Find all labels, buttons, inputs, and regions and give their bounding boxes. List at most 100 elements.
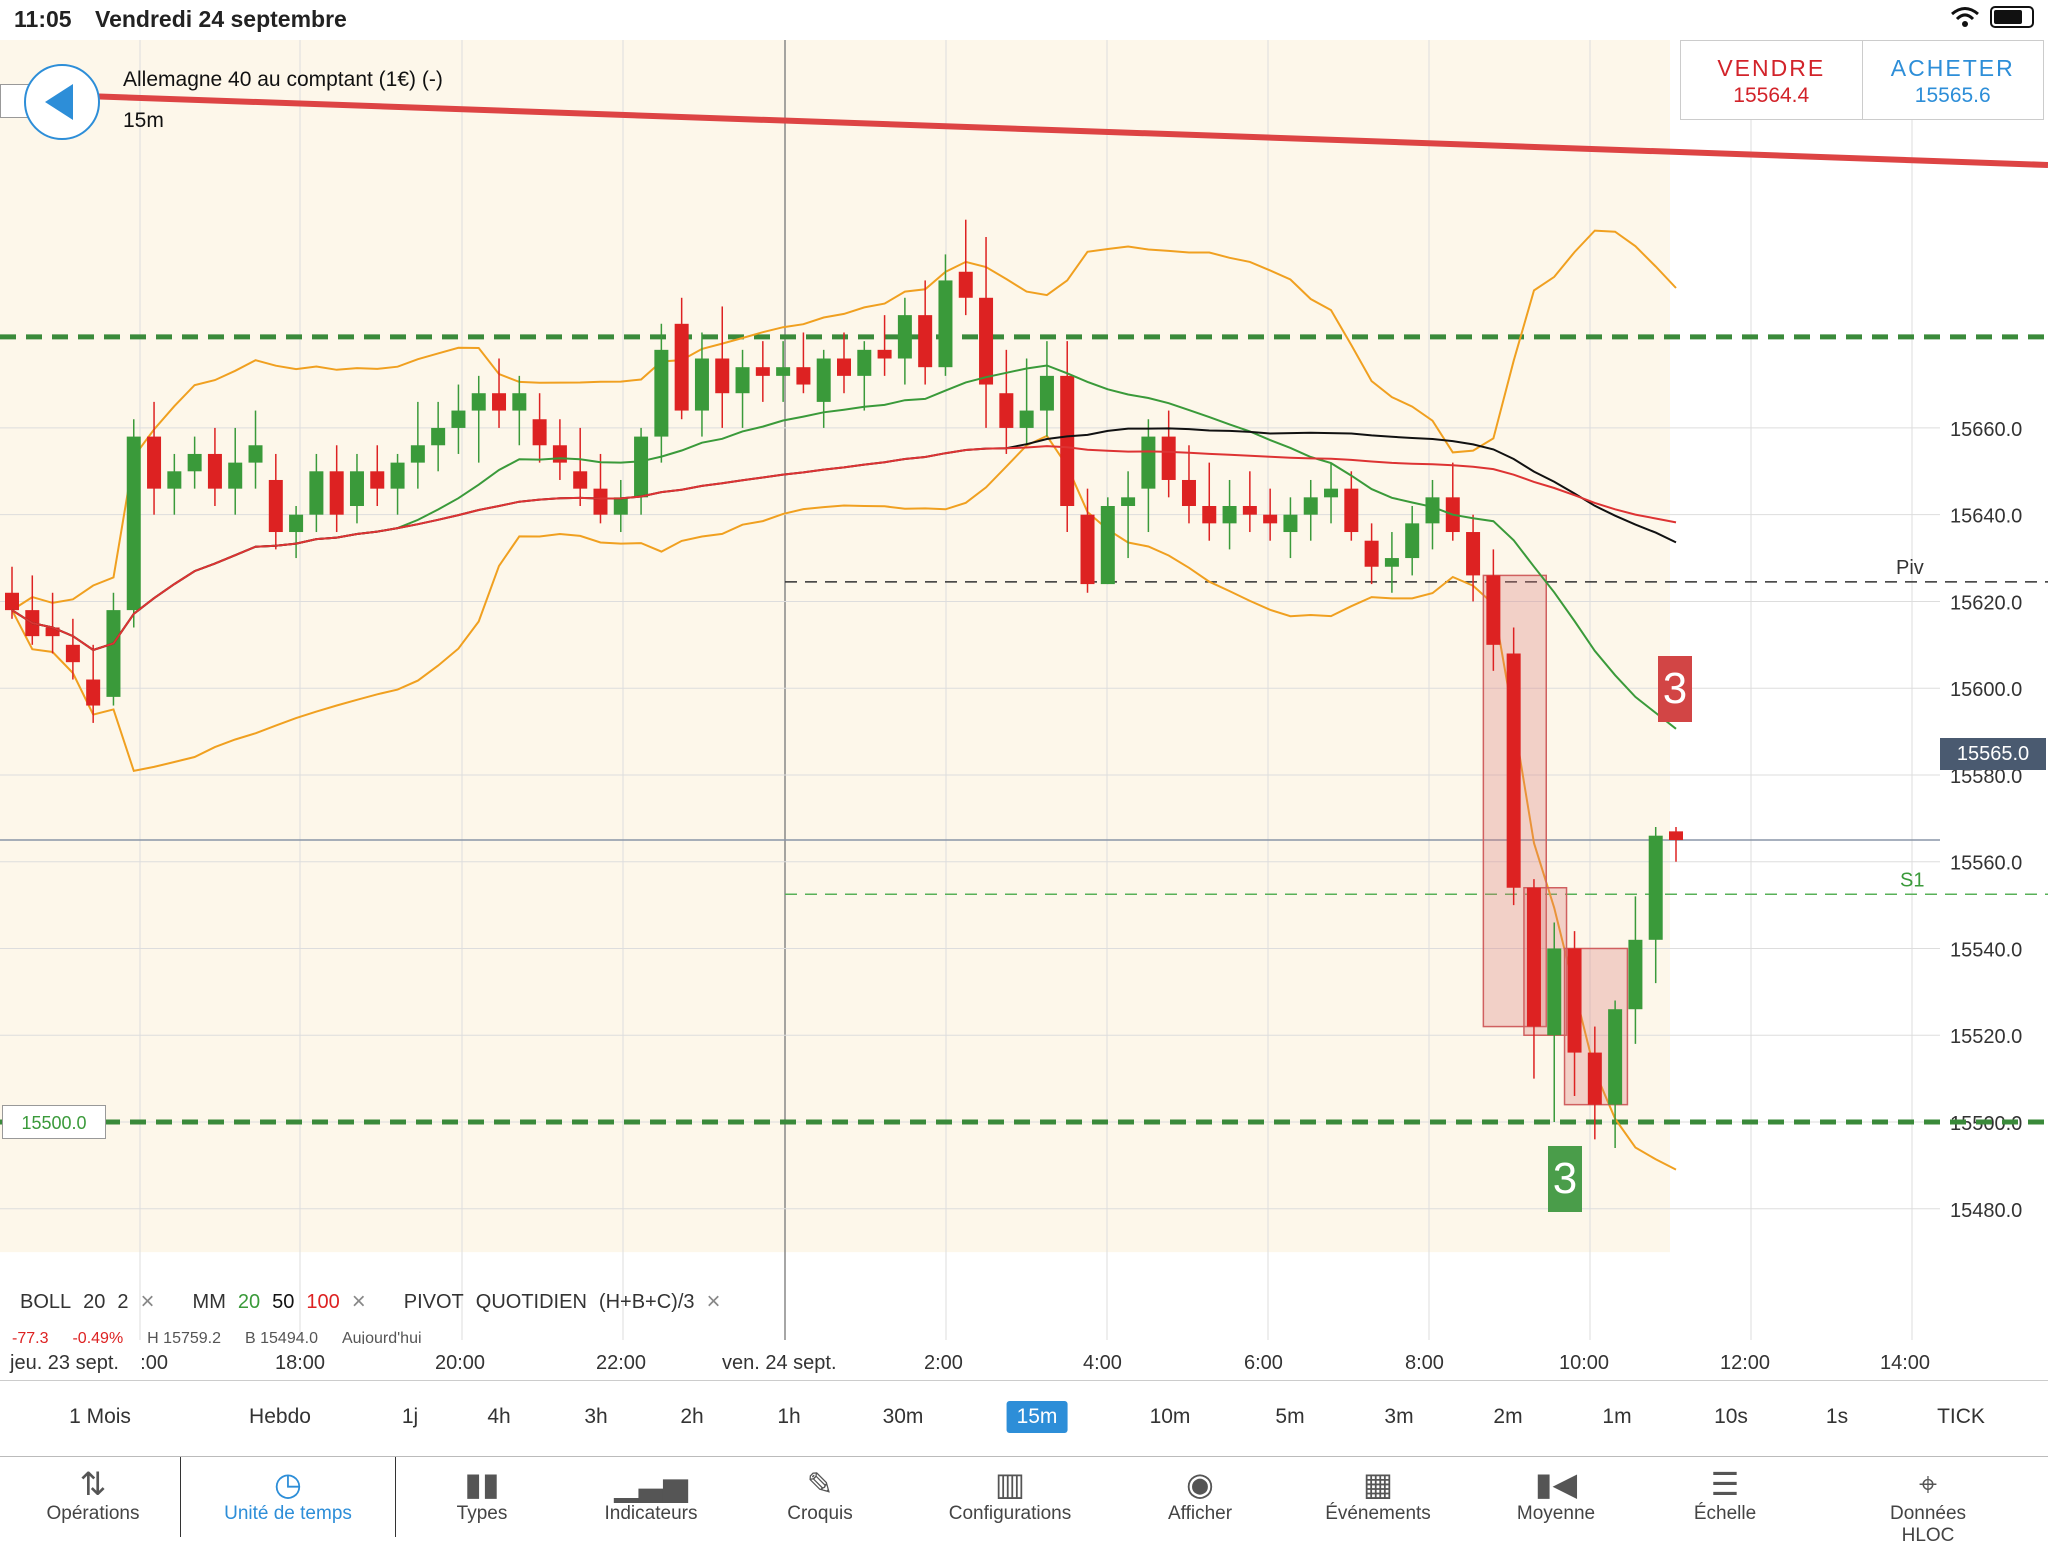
candle-body — [187, 453, 202, 472]
instrument-name: Allemagne 40 au comptant (1€) (-) — [123, 68, 443, 91]
candle-body — [755, 367, 770, 376]
candle-body — [1324, 488, 1339, 498]
x-tick: 4:00 — [1083, 1352, 1122, 1374]
nav-label: Croquis — [787, 1503, 853, 1524]
calendar-icon: ▦ — [1362, 1466, 1394, 1502]
candle-body — [390, 462, 405, 489]
candle-body — [512, 393, 527, 411]
candle-body — [1364, 540, 1379, 567]
tf-2h[interactable]: 2h — [680, 1405, 704, 1428]
tf-1-mois[interactable]: 1 Mois — [69, 1405, 131, 1428]
candle-body — [938, 280, 953, 368]
candle-body — [634, 436, 649, 498]
nav-timeframe[interactable]: ◷ Unité de temps — [224, 1457, 352, 1537]
stats-low: B 15494.0 — [245, 1330, 318, 1344]
tf-4h[interactable]: 4h — [487, 1405, 511, 1428]
candle-body — [1425, 497, 1440, 524]
tf-hebdo[interactable]: Hebdo — [249, 1405, 311, 1428]
nav-display[interactable]: ◉ Afficher — [1168, 1457, 1232, 1537]
candle-body — [1506, 653, 1521, 888]
price-chart[interactable]: 15480.0 15500.0 15520.0 15540.0 15560.0 15580… — [0, 40, 2048, 1380]
tf-tick[interactable]: TICK — [1937, 1405, 1985, 1428]
bottom-nav: ⇅ Opérations ◷ Unité de temps ▮▮ Types ▁… — [0, 1456, 2048, 1546]
candle-body — [268, 479, 283, 533]
nav-average[interactable]: ▮◀ Moyenne — [1517, 1457, 1595, 1537]
x-day-label-2: ven. 24 sept. — [722, 1352, 837, 1374]
candle-body — [370, 471, 385, 489]
nav-sketch[interactable]: ✎ Croquis — [787, 1457, 852, 1537]
candle-body — [1202, 506, 1217, 524]
pivot-param2: (H+B+C)/3 — [598, 1290, 695, 1313]
indicator-legend: BOLL 20 2 × MM 20 50 100 × PIVOT QUOTIDI… — [20, 1288, 759, 1316]
tf-10s[interactable]: 10s — [1714, 1405, 1748, 1428]
boll-label[interactable]: BOLL — [20, 1290, 72, 1313]
back-button[interactable] — [24, 64, 100, 140]
candle-body — [593, 488, 608, 515]
y-tick-label: 15660.0 — [1950, 419, 2022, 441]
candle-body — [1344, 488, 1359, 533]
tf-3m[interactable]: 3m — [1384, 1405, 1414, 1428]
alert-level-tag[interactable]: 15500.0 — [2, 1105, 106, 1139]
x-axis: jeu. 23 sept. ven. 24 sept. 16:00 18:00 … — [0, 1352, 2048, 1378]
candle-body — [126, 436, 141, 611]
instrument-timeframe: 15m — [123, 109, 164, 132]
y-tick-label: 15580.0 — [1950, 766, 2022, 788]
chart-canvas[interactable]: 15480.0 15500.0 15520.0 15540.0 15560.0 15580… — [0, 40, 2048, 1380]
remove-boll-icon[interactable]: × — [140, 1288, 155, 1315]
candle-body — [1263, 514, 1278, 524]
candle-body — [552, 445, 567, 463]
wifi-icon — [1951, 7, 1979, 27]
remove-mm-icon[interactable]: × — [351, 1288, 366, 1315]
pivot-param1: QUOTIDIEN — [475, 1290, 587, 1313]
tf-1s[interactable]: 1s — [1825, 1405, 1849, 1428]
candle-body — [431, 427, 446, 446]
tf-2m[interactable]: 2m — [1493, 1405, 1523, 1428]
candle-body — [918, 315, 933, 368]
x-day-label-1: jeu. 23 sept. — [10, 1352, 119, 1374]
tf-10m[interactable]: 10m — [1149, 1405, 1191, 1428]
back-arrow-icon — [45, 84, 73, 120]
candle-body — [776, 367, 791, 376]
layout-icon: ▥ — [994, 1466, 1026, 1502]
candle-body — [1181, 479, 1196, 507]
y-tick-label: 15560.0 — [1950, 853, 2022, 875]
candle-body — [694, 358, 709, 411]
candle-body — [1242, 506, 1257, 515]
status-bar: 11:05 Vendredi 24 septembre — [0, 0, 2048, 40]
candle-body — [228, 462, 243, 489]
tf-15m[interactable]: 15m — [1006, 1401, 1068, 1433]
scale-icon: ☰ — [1710, 1466, 1740, 1502]
mm-label[interactable]: MM — [192, 1290, 226, 1313]
tf-3h[interactable]: 3h — [584, 1405, 608, 1428]
candle-body — [1080, 514, 1095, 585]
stats-change-pct: -0.49% — [72, 1330, 124, 1344]
nav-indicators[interactable]: ▁▃▅ Indicateurs — [605, 1457, 698, 1537]
candle-body — [1648, 835, 1663, 940]
tf-1j[interactable]: 1j — [401, 1405, 419, 1428]
nav-operations[interactable]: ⇅ Opérations — [47, 1457, 140, 1537]
crosshair-icon: ⌖ — [1918, 1466, 1938, 1502]
candle-body — [613, 497, 628, 515]
pivot-label[interactable]: PIVOT — [403, 1290, 464, 1313]
tf-1m[interactable]: 1m — [1602, 1405, 1632, 1428]
candle-body — [309, 471, 324, 515]
buy-button[interactable]: ACHETER 15565.6 — [1861, 41, 2044, 119]
tf-5m[interactable]: 5m — [1275, 1405, 1305, 1428]
mm-param3: 100 — [306, 1290, 340, 1313]
tf-30m[interactable]: 30m — [882, 1405, 924, 1428]
stats-row: -77.3 -0.49% H 15759.2 B 15494.0 Aujourd… — [12, 1330, 446, 1344]
sell-button[interactable]: VENDRE 15564.4 — [1681, 41, 1862, 119]
nav-label: Configurations — [948, 1503, 1072, 1524]
nav-hloc-data[interactable]: ⌖ Données HLOC — [1868, 1457, 1988, 1546]
x-tick: 2:00 — [924, 1352, 963, 1374]
candle-body — [1405, 523, 1420, 559]
tf-1h[interactable]: 1h — [777, 1405, 801, 1428]
x-tick: 12:00 — [1720, 1352, 1771, 1374]
candle-body — [1100, 506, 1115, 585]
remove-pivot-icon[interactable]: × — [706, 1288, 721, 1315]
nav-events[interactable]: ▦ Événements — [1325, 1457, 1431, 1537]
clock-icon: ◷ — [274, 1466, 302, 1502]
nav-types[interactable]: ▮▮ Types — [457, 1457, 508, 1537]
nav-scale[interactable]: ☰ Échelle — [1694, 1457, 1756, 1537]
nav-configurations[interactable]: ▥ Configurations — [949, 1457, 1072, 1537]
